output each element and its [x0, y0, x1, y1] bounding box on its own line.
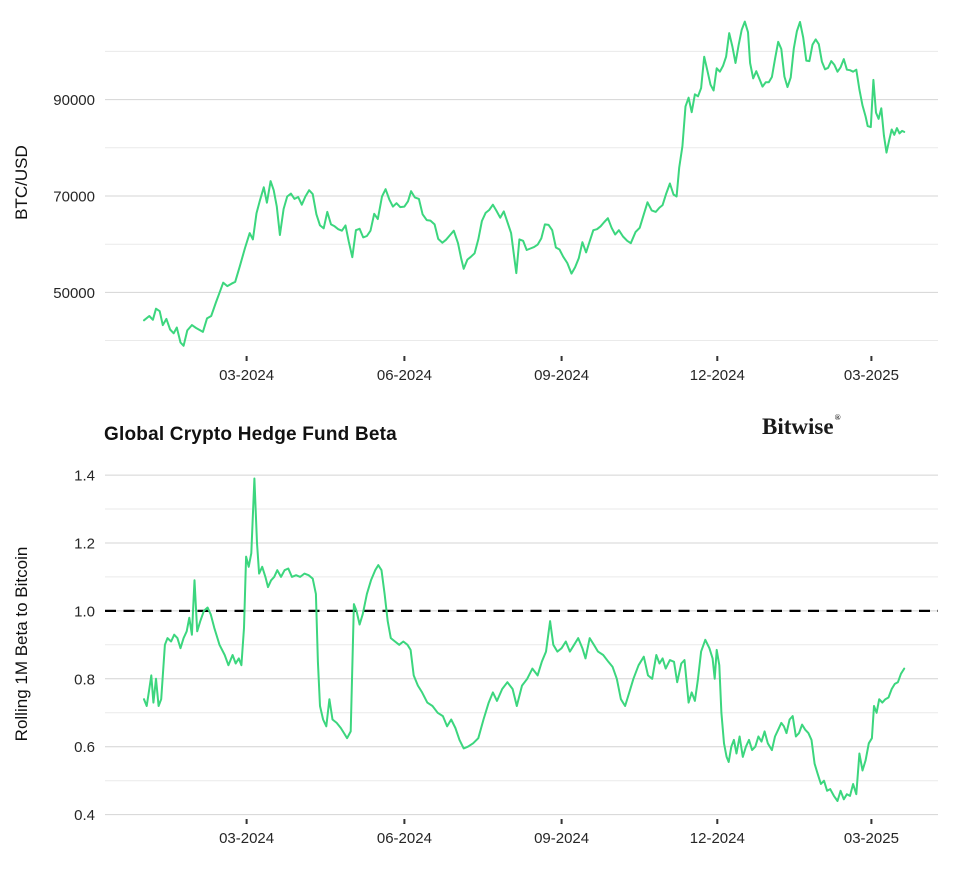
beta-chart: 0.4 0.6 0.8 1.0 1.2 1.4 03-2024 06-2024 09-2024 1…	[12, 468, 938, 847]
registered-mark-icon: ®	[834, 413, 841, 422]
x-tick-label: 12-2024	[690, 830, 745, 847]
y-axis-title: BTC/USD	[12, 145, 31, 220]
x-tick-label: 09-2024	[534, 830, 589, 847]
bitwise-logo-text: Bitwise	[762, 414, 834, 439]
y-tick-label: 1.0	[74, 603, 95, 620]
x-tick-label: 03-2025	[844, 830, 899, 847]
x-tick-label: 06-2024	[377, 367, 432, 384]
y-tick-label: 0.6	[74, 739, 95, 756]
x-tick-label: 09-2024	[534, 367, 589, 384]
y-tick-label: 70000	[53, 189, 95, 206]
y-tick-label: 1.2	[74, 536, 95, 553]
beta-chart-title: Global Crypto Hedge Fund Beta	[104, 424, 397, 445]
x-tick-label: 12-2024	[690, 367, 745, 384]
x-tick-label: 03-2025	[844, 367, 899, 384]
x-tick-label: 03-2024	[219, 367, 274, 384]
y-tick-label: 0.4	[74, 807, 95, 824]
y-tick-label: 90000	[53, 92, 95, 109]
y-tick-label: 50000	[53, 285, 95, 302]
btc-price-chart: 50000 70000 90000 03-2024 06-2024 09-2024 12-2…	[12, 20, 938, 384]
y-axis-title: Rolling 1M Beta to Bitcoin	[12, 547, 31, 742]
x-tick-label: 03-2024	[219, 830, 274, 847]
y-tick-label: 0.8	[74, 671, 95, 688]
x-tick-label: 06-2024	[377, 830, 432, 847]
y-tick-label: 1.4	[74, 468, 95, 485]
beta-line	[143, 477, 906, 802]
bitwise-logo: Bitwise®	[762, 413, 841, 440]
btc-usd-line	[143, 20, 906, 347]
